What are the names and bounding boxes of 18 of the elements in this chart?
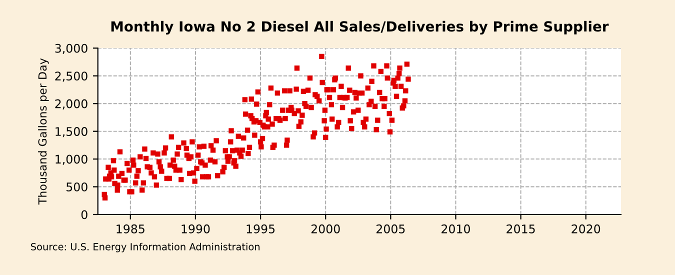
y-tick-label: 1,500: [56, 127, 88, 138]
x-tick-label: 2005: [376, 224, 405, 234]
y-tick-label: 500: [66, 182, 88, 192]
y-tick-label: 2,500: [55, 72, 88, 82]
x-tick-label: 2010: [442, 224, 470, 234]
x-tick-label: 2020: [572, 224, 600, 234]
x-tick-label: 1990: [182, 224, 210, 234]
x-tick-label: 1985: [116, 224, 144, 234]
y-tick-label: 3,000: [55, 44, 88, 54]
y-tick-label: 1,000: [56, 154, 88, 165]
y-tick-label: 0: [81, 210, 88, 220]
chart-title: Monthly Iowa No 2 Diesel All Sales/Deliveries by Prime Supplier: [111, 20, 609, 34]
x-tick-label: 2015: [506, 224, 535, 234]
x-tick-label: 1995: [246, 224, 275, 234]
x-tick-label: 2000: [311, 224, 340, 234]
source-note: Source: U.S. Energy Information Administration: [31, 242, 260, 252]
y-tick-label: 2,000: [55, 99, 88, 110]
y-axis-title: Thousand Gallons per Day: [38, 58, 49, 205]
